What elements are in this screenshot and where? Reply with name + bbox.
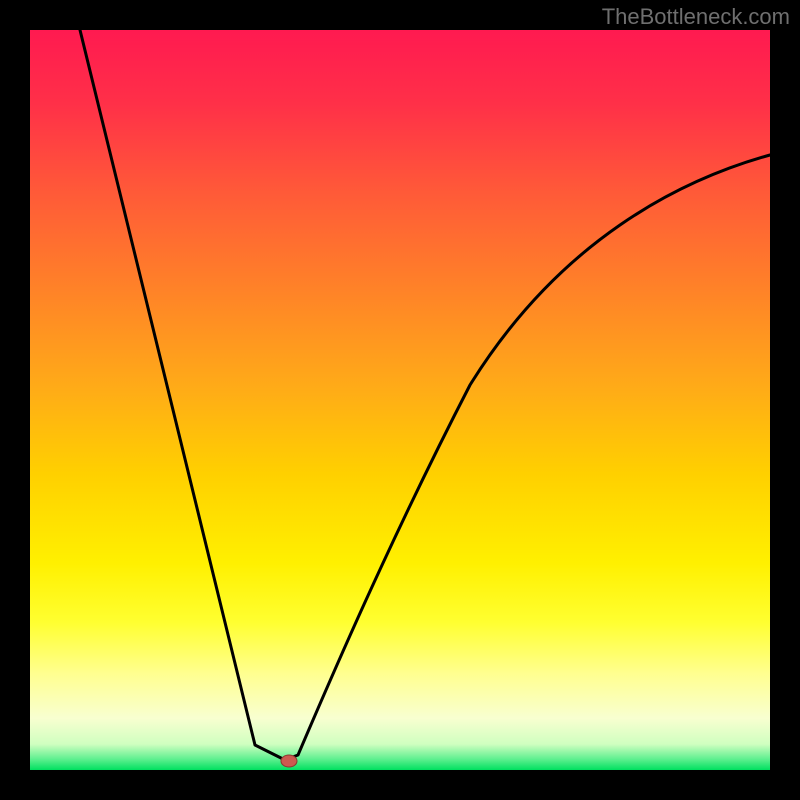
chart-container: TheBottleneck.com [0,0,800,800]
bottleneck-chart [0,0,800,800]
watermark-text: TheBottleneck.com [602,4,790,30]
plot-area [30,30,770,770]
operating-point-marker [281,755,297,767]
